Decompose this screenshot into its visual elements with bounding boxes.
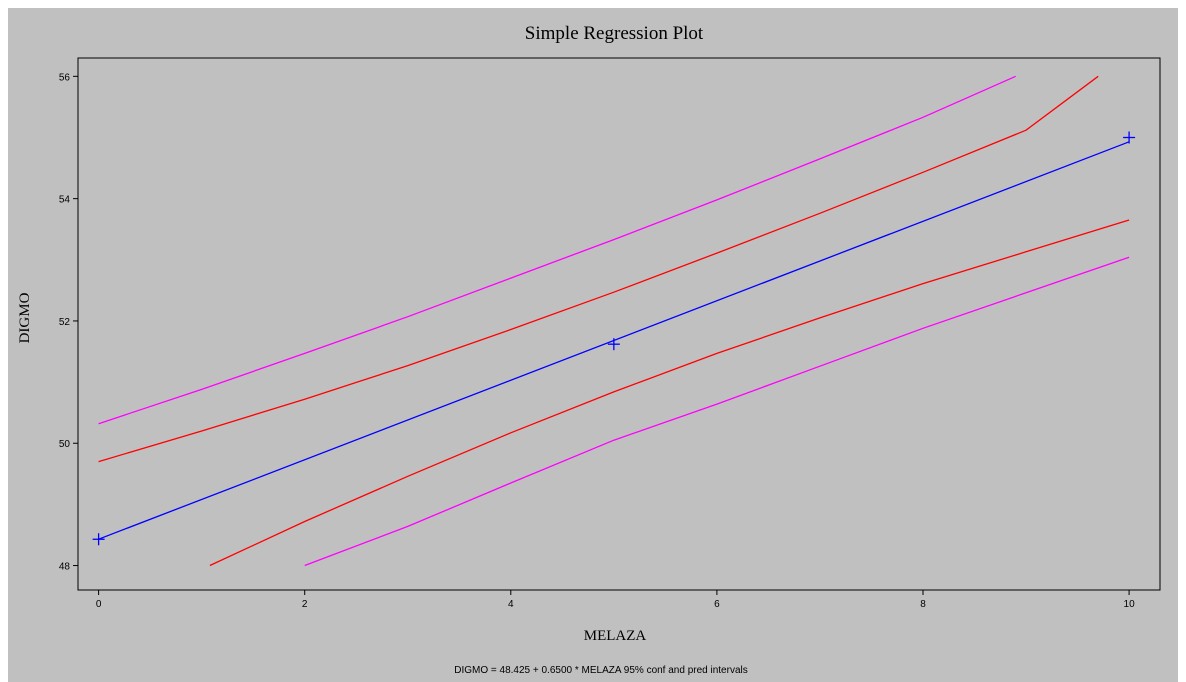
axis-ticks: 0 2 4 6 8 10 48 50 52 54 56 [59,72,1135,610]
x-tick-label: 4 [508,599,514,610]
data-points [92,131,1136,546]
chart-footnote: DIGMO = 48.425 + 0.6500 * MELAZA 95% con… [454,665,748,676]
series-lines [98,75,1130,567]
chart-title: Simple Regression Plot [525,23,704,44]
lower-prediction-line [304,256,1130,567]
chart-background [8,8,1178,682]
lower-confidence-line [209,219,1130,567]
x-tick-label: 6 [714,599,720,610]
x-axis-title: MELAZA [584,628,647,644]
x-tick-label: 8 [920,599,926,610]
x-tick-label: 2 [302,599,308,610]
y-tick-label: 50 [59,439,71,450]
data-point-marker [607,338,620,351]
x-tick-label: 0 [96,599,102,610]
upper-confidence-line [98,75,1099,463]
y-axis-title: DIGMO [17,292,33,343]
x-tick-label: 10 [1124,599,1136,610]
y-tick-label: 52 [59,317,71,328]
y-tick-label: 48 [59,562,71,573]
y-tick-label: 56 [59,72,71,83]
data-point-marker [92,533,105,546]
upper-prediction-line [98,75,1016,425]
y-tick-label: 54 [59,195,71,206]
data-point-marker [1123,131,1136,144]
plot-frame [77,57,1161,591]
